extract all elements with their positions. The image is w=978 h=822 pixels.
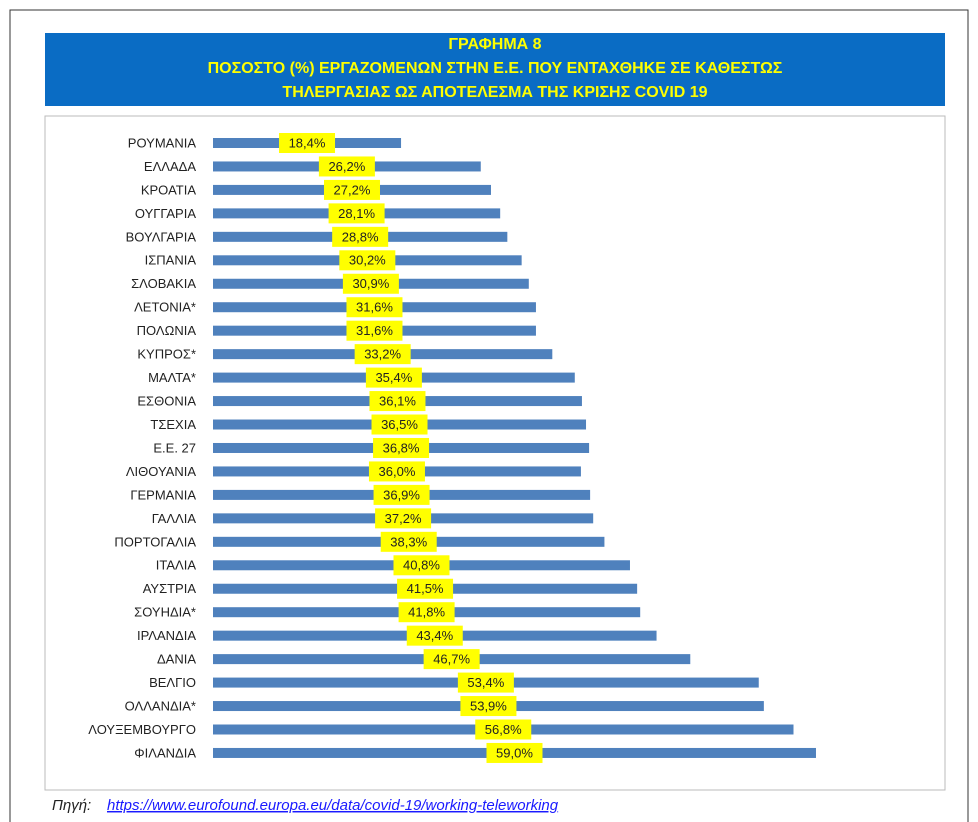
- category-label: ΚΡΟΑΤΙΑ: [141, 182, 196, 197]
- value-label-bg: [354, 344, 411, 365]
- value-label: 33,2%: [364, 347, 401, 362]
- value-label: 53,9%: [470, 698, 507, 713]
- value-label: 38,3%: [390, 534, 427, 549]
- category-label: ΙΣΠΑΝΙΑ: [145, 253, 197, 268]
- value-label: 36,5%: [381, 417, 418, 432]
- value-label: 41,8%: [408, 605, 445, 620]
- value-label-bg: [365, 367, 422, 388]
- category-label: ΓΕΡΜΑΝΙΑ: [130, 487, 196, 502]
- chart-title: ΓΡΑΦΗΜΑ 8: [448, 36, 541, 53]
- value-label-bg: [342, 273, 399, 294]
- value-label-bg: [339, 250, 396, 271]
- category-label: ΤΣΕΧΙΑ: [150, 417, 196, 432]
- value-label-bg: [323, 179, 380, 200]
- value-label: 36,9%: [383, 487, 420, 502]
- value-label: 35,4%: [375, 370, 412, 385]
- category-label: ΡΟΥΜΑΝΙΑ: [128, 135, 197, 150]
- value-label-bg: [375, 508, 432, 529]
- value-label: 37,2%: [385, 511, 422, 526]
- category-label: ΠΟΡΤΟΓΑΛΙΑ: [114, 534, 196, 549]
- page-border: [9, 9, 969, 822]
- source-link[interactable]: https://www.eurofound.europa.eu/data/cov…: [107, 797, 559, 814]
- category-label: ΛΕΤΟΝΙΑ*: [134, 300, 196, 315]
- chart-title: ΤΗΛΕΡΓΑΣΙΑΣ ΩΣ ΑΠΟΤΕΛΕΣΜΑ ΤΗΣ ΚΡΙΣΗΣ COV…: [282, 84, 707, 101]
- category-label: ΕΣΘΟΝΙΑ: [137, 393, 196, 408]
- value-label-bg: [373, 484, 430, 505]
- category-label: ΣΟΥΗΔΙΑ*: [134, 605, 196, 620]
- value-label-bg: [380, 531, 437, 552]
- category-label: ΒΟΥΛΓΑΡΙΑ: [126, 229, 197, 244]
- category-label: ΓΑΛΛΙΑ: [152, 511, 197, 526]
- value-label-bg: [398, 602, 455, 623]
- category-label: ΦΙΛΑΝΔΙΑ: [134, 745, 196, 760]
- category-label: ΔΑΝΙΑ: [157, 652, 196, 667]
- category-label: ΛΙΘΟΥΑΝΙΑ: [126, 464, 196, 479]
- category-label: ΣΛΟΒΑΚΙΑ: [131, 276, 196, 291]
- value-label-bg: [423, 649, 480, 670]
- value-label-bg: [393, 555, 450, 576]
- category-label: ΟΥΓΓΑΡΙΑ: [135, 206, 196, 221]
- category-label: ΛΟΥΞΕΜΒΟΥΡΓΟ: [88, 722, 196, 737]
- category-label: Ε.Ε. 27: [153, 440, 196, 455]
- value-label-bg: [460, 696, 517, 717]
- value-label-bg: [318, 156, 375, 177]
- value-label: 27,2%: [334, 182, 371, 197]
- value-label: 31,6%: [356, 323, 393, 338]
- value-label-bg: [346, 320, 403, 341]
- value-label: 43,4%: [416, 628, 453, 643]
- value-label: 59,0%: [496, 745, 533, 760]
- value-label-bg: [397, 578, 454, 599]
- value-label: 28,1%: [338, 206, 375, 221]
- category-label: ΕΛΛΑΔΑ: [144, 159, 196, 174]
- value-label-bg: [486, 742, 543, 763]
- category-label: ΑΥΣΤΡΙΑ: [143, 581, 197, 596]
- category-label: ΠΟΛΩΝΙΑ: [137, 323, 197, 338]
- category-label: ΙΡΛΑΝΔΙΑ: [137, 628, 196, 643]
- value-label: 28,8%: [342, 229, 379, 244]
- chart-title: ΠΟΣΟΣΤΟ (%) ΕΡΓΑΖΟΜΕΝΩΝ ΣΤΗΝ Ε.Ε. ΠΟΥ ΕΝ…: [208, 60, 783, 77]
- value-label-bg: [346, 297, 403, 318]
- value-label-bg: [279, 133, 336, 153]
- value-label-bg: [457, 672, 514, 693]
- value-label-bg: [371, 414, 428, 435]
- value-label: 36,0%: [379, 464, 416, 479]
- value-label: 56,8%: [485, 722, 522, 737]
- value-label-bg: [475, 719, 532, 740]
- value-label-bg: [373, 437, 430, 458]
- value-label: 31,6%: [356, 300, 393, 315]
- value-label: 26,2%: [328, 159, 365, 174]
- value-label: 18,4%: [289, 135, 326, 150]
- value-label: 46,7%: [433, 652, 470, 667]
- value-label-bg: [368, 461, 425, 482]
- value-label: 40,8%: [403, 558, 440, 573]
- value-label: 30,2%: [349, 253, 386, 268]
- category-label: ΒΕΛΓΙΟ: [149, 675, 196, 690]
- value-label-bg: [406, 625, 463, 646]
- category-label: ΚΥΠΡΟΣ*: [137, 347, 196, 362]
- value-label: 36,8%: [383, 440, 420, 455]
- value-label: 30,9%: [352, 276, 389, 291]
- category-label: ΜΑΛΤΑ*: [148, 370, 196, 385]
- title-banner: [45, 33, 945, 106]
- value-label: 41,5%: [407, 581, 444, 596]
- value-label: 36,1%: [379, 393, 416, 408]
- value-label-bg: [328, 203, 385, 224]
- category-label: ΟΛΛΑΝΔΙΑ*: [125, 698, 196, 713]
- source-label: Πηγή:: [52, 797, 91, 814]
- value-label-bg: [332, 226, 389, 247]
- value-label-bg: [369, 391, 426, 412]
- value-label: 53,4%: [467, 675, 504, 690]
- category-label: ΙΤΑΛΙΑ: [156, 558, 197, 573]
